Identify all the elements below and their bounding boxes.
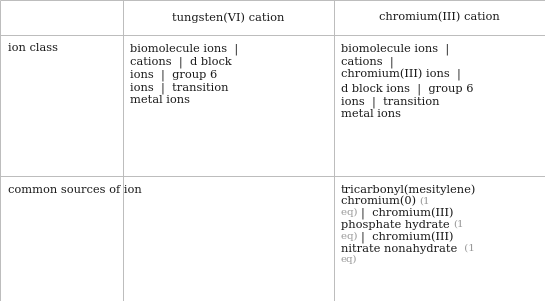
Text: tungsten(VI) cation: tungsten(VI) cation	[172, 12, 284, 23]
Text: eq): eq)	[341, 232, 361, 241]
Text: (1: (1	[453, 220, 464, 229]
Text: (1: (1	[420, 196, 430, 205]
Text: (1: (1	[461, 244, 475, 253]
Text: biomolecule ions  |
cations  |  d block
ions  |  group 6
ions  |  transition
met: biomolecule ions | cations | d block ion…	[130, 43, 238, 105]
Text: ion class: ion class	[8, 43, 58, 53]
Text: nitrate nonahydrate: nitrate nonahydrate	[341, 244, 461, 253]
Text: biomolecule ions  |
cations  |
chromium(III) ions  |
d block ions  |  group 6
io: biomolecule ions | cations | chromium(II…	[341, 43, 474, 119]
Text: |  chromium(III): | chromium(III)	[361, 208, 453, 220]
Text: chromium(III) cation: chromium(III) cation	[379, 12, 500, 23]
Text: phosphate hydrate: phosphate hydrate	[341, 220, 453, 230]
Text: chromium(0): chromium(0)	[341, 196, 420, 206]
Text: common sources of ion: common sources of ion	[8, 185, 142, 194]
Text: eq): eq)	[341, 255, 358, 265]
Text: eq): eq)	[341, 208, 361, 217]
Text: tricarbonyl(mesitylene): tricarbonyl(mesitylene)	[341, 185, 476, 195]
Text: |  chromium(III): | chromium(III)	[361, 232, 453, 244]
